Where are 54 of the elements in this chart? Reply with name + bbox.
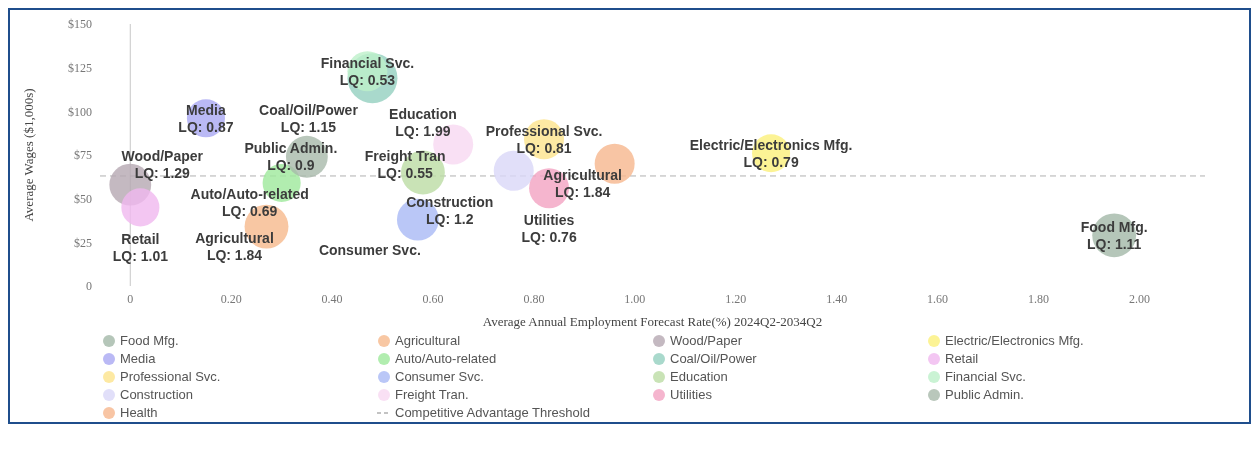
legend-label: Construction bbox=[120, 386, 193, 404]
legend-label: Coal/Oil/Power bbox=[670, 350, 757, 368]
annotation: Agricultural LQ: 1.84 bbox=[195, 230, 274, 264]
legend-label: Electric/Electronics Mfg. bbox=[945, 332, 1084, 350]
annotation: Auto/Auto-related LQ: 0.69 bbox=[190, 186, 309, 220]
x-tick-label: 0 bbox=[127, 291, 134, 306]
y-tick-label: $50 bbox=[74, 191, 92, 206]
annotation: Consumer Svc. bbox=[318, 241, 421, 258]
x-tick-label: 0.60 bbox=[422, 291, 444, 306]
legend-label: Health bbox=[120, 404, 158, 422]
annotation: Retail LQ: 1.01 bbox=[112, 230, 169, 264]
legend-label: Consumer Svc. bbox=[395, 368, 484, 386]
x-tick-label: 0.80 bbox=[523, 291, 545, 306]
x-tick-label: 0.40 bbox=[321, 291, 343, 306]
annotation: Agricultural LQ: 1.84 bbox=[543, 167, 622, 201]
annotation: Wood/Paper LQ: 1.29 bbox=[121, 148, 204, 182]
y-axis-title: Average Wages ($1,000s) bbox=[20, 88, 36, 222]
legend-label: Utilities bbox=[670, 386, 712, 404]
annotation: Professional Svc. LQ: 0.81 bbox=[485, 122, 603, 156]
annotation: Education LQ: 1.99 bbox=[389, 105, 457, 139]
x-tick-label: 1.20 bbox=[725, 291, 747, 306]
x-tick-label: 1.80 bbox=[1027, 291, 1049, 306]
x-tick-label: 2.00 bbox=[1128, 291, 1150, 306]
y-tick-label: 0 bbox=[86, 279, 92, 294]
annotation: Coal/Oil/Power LQ: 1.15 bbox=[259, 101, 359, 135]
y-tick-label: $100 bbox=[68, 104, 92, 119]
legend-label: Public Admin. bbox=[945, 386, 1024, 404]
x-tick-label: 0.20 bbox=[220, 291, 242, 306]
x-tick-label: 1.00 bbox=[624, 291, 646, 306]
x-axis-title: Average Annual Employment Forecast Rate(%) 2024Q2-2034Q2 bbox=[482, 314, 823, 329]
annotation: Food Mfg. LQ: 1.11 bbox=[1080, 218, 1148, 252]
legend-label: Education bbox=[670, 368, 728, 386]
x-tick-label: 1.40 bbox=[826, 291, 848, 306]
legend-label: Food Mfg. bbox=[120, 332, 179, 350]
y-tick-label: $25 bbox=[74, 235, 92, 250]
annotation: Construction LQ: 1.2 bbox=[406, 194, 494, 228]
legend-label: Retail bbox=[945, 350, 979, 368]
legend-label: Professional Svc. bbox=[120, 368, 221, 386]
legend-label: Freight Tran. bbox=[395, 386, 469, 404]
annotation: Financial Svc. LQ: 0.53 bbox=[320, 54, 415, 88]
legend-label: Competitive Advantage Threshold bbox=[395, 404, 590, 422]
annotation: Media LQ: 0.87 bbox=[178, 101, 234, 135]
annotation: Freight Tran LQ: 0.55 bbox=[364, 148, 446, 182]
y-tick-label: $150 bbox=[68, 17, 92, 32]
x-tick-label: 1.60 bbox=[927, 291, 949, 306]
annotation: Public Admin. LQ: 0.9 bbox=[244, 140, 338, 174]
legend-label: Media bbox=[120, 350, 156, 368]
legend-label: Agricultural bbox=[395, 332, 461, 350]
legend-label: Wood/Paper bbox=[670, 332, 743, 350]
annotation: Utilities LQ: 0.76 bbox=[521, 211, 577, 245]
y-tick-label: $125 bbox=[68, 60, 92, 75]
y-tick-label: $75 bbox=[74, 148, 92, 163]
legend-label: Auto/Auto-related bbox=[395, 350, 497, 368]
legend-label: Financial Svc. bbox=[945, 368, 1026, 386]
